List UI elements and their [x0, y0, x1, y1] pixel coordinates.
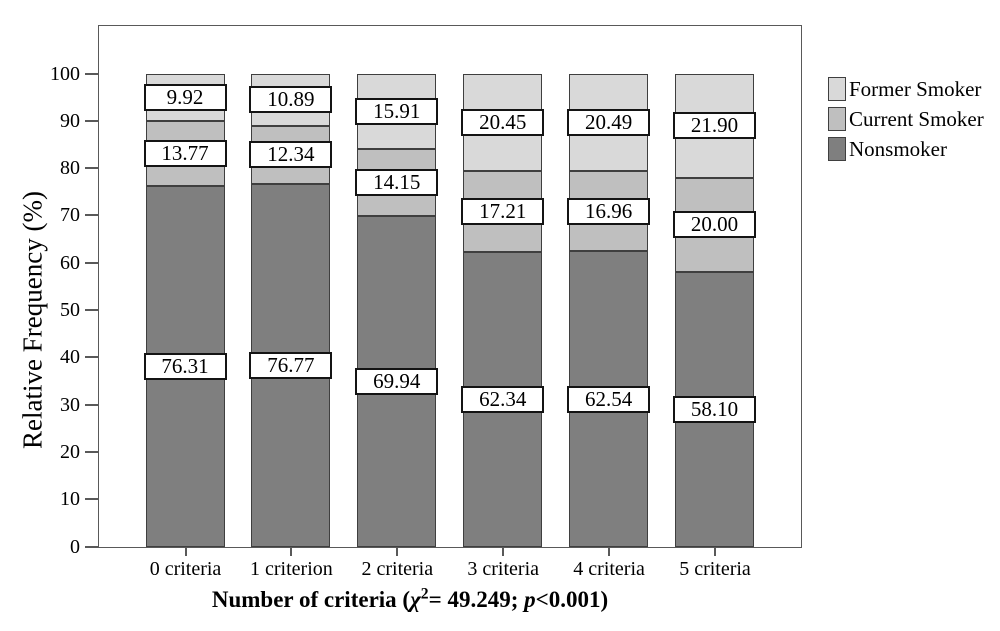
y-tick	[85, 498, 98, 501]
bar-0-criteria: 76.31 13.77 9.92	[143, 74, 227, 547]
segment-value-label: 12.34	[249, 141, 333, 169]
y-tick-label: 10	[60, 488, 80, 511]
x-axis-title-part: p	[524, 587, 536, 612]
y-tick	[85, 356, 98, 359]
plot-area: 76.31 13.77 9.92 76.77 12.34 10.89 69.94 14.15 1…	[98, 25, 802, 548]
segment-value-label: 17.21	[461, 197, 545, 225]
segment-value-label: 62.54	[567, 385, 651, 413]
y-tick-label: 60	[60, 251, 80, 274]
bar-1-criterion: 76.77 12.34 10.89	[249, 74, 333, 547]
bar-3-criteria: 62.34 17.21 20.45	[461, 74, 545, 547]
segment-value-label: 69.94	[355, 368, 439, 396]
former-smoker-swatch-icon	[828, 77, 846, 101]
x-category-label: 4 criteria	[573, 558, 645, 580]
segment-value-label: 76.31	[143, 353, 227, 381]
segment-value-label: 20.45	[461, 108, 545, 136]
segment-value-label: 62.34	[461, 386, 545, 414]
y-tick	[85, 545, 98, 548]
segment-value-label: 20.49	[567, 109, 651, 137]
y-tick-label: 40	[60, 346, 80, 369]
segment-value-label: 76.77	[249, 351, 333, 379]
segment-value-label: 15.91	[355, 98, 439, 126]
bar-5-criteria: 58.10 20.00 21.90	[673, 74, 756, 547]
y-tick-label: 30	[60, 393, 80, 416]
y-tick	[85, 119, 98, 122]
x-tick	[290, 548, 293, 556]
segment-value-label: 21.90	[673, 112, 756, 140]
y-tick-label: 90	[60, 109, 80, 132]
y-tick-label: 70	[60, 204, 80, 227]
y-tick	[85, 214, 98, 217]
y-tick-label: 50	[60, 299, 80, 321]
y-tick-label: 20	[60, 440, 80, 463]
legend-item-nonsmoker: Nonsmoker	[828, 137, 984, 161]
y-tick	[85, 72, 98, 75]
x-category-label: 0 criteria	[149, 558, 222, 580]
x-axis-title-part: <0.001)	[535, 587, 609, 612]
legend: Former Smoker Current Smoker Nonsmoker	[828, 77, 984, 167]
nonsmoker-swatch-icon	[828, 137, 846, 161]
y-tick	[85, 261, 98, 264]
segment-value-label: 13.77	[143, 140, 227, 167]
bar-4-criteria: 62.54 16.96 20.49	[567, 74, 651, 547]
current-smoker-swatch-icon	[828, 107, 846, 131]
y-tick	[85, 167, 98, 170]
segment-value-label: 16.96	[567, 197, 651, 225]
y-tick	[85, 309, 98, 311]
legend-label: Former Smoker	[849, 77, 982, 101]
legend-item-current-smoker: Current Smoker	[828, 107, 984, 131]
x-axis-title-part: Number of criteria (	[211, 587, 411, 612]
y-tick	[85, 450, 98, 453]
x-category-label: 2 criteria	[361, 558, 434, 580]
segment-value-label: 20.00	[673, 211, 756, 239]
x-axis-title-part: χ	[410, 587, 421, 612]
x-category-label: 3 criteria	[467, 558, 539, 580]
x-tick	[502, 548, 505, 556]
x-tick	[184, 548, 187, 556]
x-category-label: 5 criteria	[679, 558, 751, 580]
y-tick-label: 80	[60, 157, 80, 180]
x-tick	[396, 548, 399, 556]
segment-value-label: 58.10	[673, 396, 756, 424]
legend-label: Nonsmoker	[849, 137, 947, 161]
bar-2-criteria: 69.94 14.15 15.91	[355, 74, 439, 547]
x-axis-title: Number of criteria (χ2= 49.249; p<0.001)	[0, 585, 820, 613]
y-tick	[85, 403, 98, 406]
segment-value-label: 14.15	[355, 169, 439, 197]
x-axis-title-part: = 49.249;	[428, 587, 525, 612]
segment-value-label: 9.92	[143, 83, 227, 111]
segment-value-label: 10.89	[249, 86, 333, 114]
x-category-label: 1 criterion	[250, 558, 333, 580]
x-tick	[714, 548, 716, 556]
x-axis-title-part: 2	[420, 585, 429, 603]
legend-label: Current Smoker	[849, 107, 984, 131]
y-tick-label: 100	[50, 62, 80, 85]
x-tick	[608, 548, 611, 556]
y-tick-label: 0	[70, 535, 80, 558]
legend-item-former-smoker: Former Smoker	[828, 77, 984, 101]
